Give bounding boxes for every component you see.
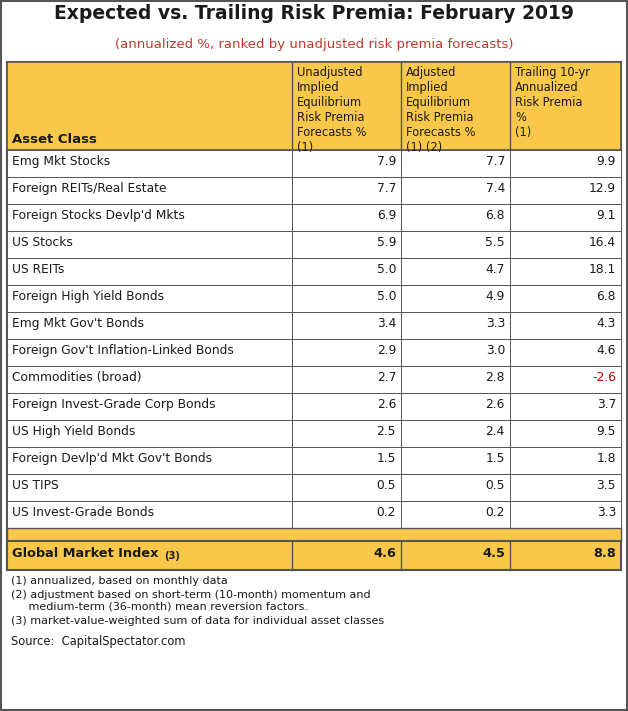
Text: Emg Mkt Gov't Bonds: Emg Mkt Gov't Bonds	[12, 317, 144, 330]
Text: 6.8: 6.8	[597, 290, 616, 303]
Bar	[7, 339, 621, 366]
Text: 12.9: 12.9	[589, 182, 616, 195]
Text: Foreign REITs/Real Estate: Foreign REITs/Real Estate	[12, 182, 166, 195]
Text: 2.9: 2.9	[377, 344, 396, 357]
Text: Expected vs. Trailing Risk Premia: February 2019: Expected vs. Trailing Risk Premia: Febru…	[54, 4, 574, 23]
Text: 0.2: 0.2	[377, 506, 396, 519]
Text: 7.7: 7.7	[485, 155, 505, 168]
Text: 3.0: 3.0	[485, 344, 505, 357]
Text: 6.9: 6.9	[377, 209, 396, 222]
Text: 2.5: 2.5	[377, 425, 396, 438]
Text: 9.5: 9.5	[597, 425, 616, 438]
Text: 2.6: 2.6	[485, 398, 505, 411]
Text: 7.4: 7.4	[485, 182, 505, 195]
Text: Foreign Gov't Inflation-Linked Bonds: Foreign Gov't Inflation-Linked Bonds	[12, 344, 234, 357]
Bar	[7, 541, 621, 570]
Text: Foreign High Yield Bonds: Foreign High Yield Bonds	[12, 290, 164, 303]
Text: 1.5: 1.5	[485, 452, 505, 465]
Text: 0.2: 0.2	[485, 506, 505, 519]
Text: 5.0: 5.0	[377, 290, 396, 303]
Text: 3.4: 3.4	[377, 317, 396, 330]
Text: 8.8: 8.8	[593, 547, 616, 560]
Text: 0.5: 0.5	[485, 479, 505, 492]
Text: 2.8: 2.8	[485, 371, 505, 384]
Text: US REITs: US REITs	[12, 263, 65, 276]
Text: 4.5: 4.5	[482, 547, 505, 560]
Text: 3.3: 3.3	[597, 506, 616, 519]
Text: (3) market-value-weighted sum of data for individual asset classes: (3) market-value-weighted sum of data fo…	[11, 616, 384, 626]
Text: 3.5: 3.5	[597, 479, 616, 492]
Bar	[7, 312, 621, 339]
Text: 3.7: 3.7	[597, 398, 616, 411]
Text: 4.7: 4.7	[485, 263, 505, 276]
Bar	[7, 62, 621, 150]
Text: 4.6: 4.6	[373, 547, 396, 560]
Text: 18.1: 18.1	[589, 263, 616, 276]
Text: 4.6: 4.6	[597, 344, 616, 357]
Text: 5.0: 5.0	[377, 263, 396, 276]
Text: US Stocks: US Stocks	[12, 236, 73, 249]
Bar	[7, 393, 621, 420]
Text: -2.6: -2.6	[592, 371, 616, 384]
Text: 5.5: 5.5	[485, 236, 505, 249]
Text: 0.5: 0.5	[377, 479, 396, 492]
Bar	[7, 258, 621, 285]
Text: US High Yield Bonds: US High Yield Bonds	[12, 425, 136, 438]
Text: Source:  CapitalSpectator.com: Source: CapitalSpectator.com	[11, 635, 185, 648]
Text: Foreign Stocks Devlp'd Mkts: Foreign Stocks Devlp'd Mkts	[12, 209, 185, 222]
Text: 7.9: 7.9	[377, 155, 396, 168]
Text: 9.9: 9.9	[597, 155, 616, 168]
Text: 9.1: 9.1	[597, 209, 616, 222]
Text: Asset Class: Asset Class	[12, 133, 97, 146]
Text: Commodities (broad): Commodities (broad)	[12, 371, 142, 384]
Bar	[7, 447, 621, 474]
Text: Foreign Invest-Grade Corp Bonds: Foreign Invest-Grade Corp Bonds	[12, 398, 215, 411]
Text: US TIPS: US TIPS	[12, 479, 58, 492]
Text: 4.3: 4.3	[597, 317, 616, 330]
Text: (1) annualized, based on monthly data: (1) annualized, based on monthly data	[11, 576, 228, 586]
Text: US Invest-Grade Bonds: US Invest-Grade Bonds	[12, 506, 154, 519]
Text: Emg Mkt Stocks: Emg Mkt Stocks	[12, 155, 111, 168]
Bar	[7, 474, 621, 501]
Bar	[7, 150, 621, 177]
Text: 3.3: 3.3	[485, 317, 505, 330]
Text: 2.7: 2.7	[377, 371, 396, 384]
Bar	[7, 501, 621, 528]
Text: 7.7: 7.7	[377, 182, 396, 195]
Text: 5.9: 5.9	[377, 236, 396, 249]
Text: 16.4: 16.4	[589, 236, 616, 249]
Bar	[7, 177, 621, 204]
Text: (2) adjustment based on short-term (10-month) momentum and
     medium-term (36-: (2) adjustment based on short-term (10-m…	[11, 589, 371, 611]
Text: 2.4: 2.4	[485, 425, 505, 438]
Bar	[7, 420, 621, 447]
Bar	[7, 528, 621, 541]
Text: (annualized %, ranked by unadjusted risk premia forecasts): (annualized %, ranked by unadjusted risk…	[115, 38, 513, 51]
Text: (3): (3)	[164, 551, 180, 561]
Text: 6.8: 6.8	[485, 209, 505, 222]
Text: Adjusted
Implied
Equilibrium
Risk Premia
Forecasts %
(1) (2): Adjusted Implied Equilibrium Risk Premia…	[406, 66, 475, 154]
Text: 1.5: 1.5	[377, 452, 396, 465]
Text: Foreign Devlp'd Mkt Gov't Bonds: Foreign Devlp'd Mkt Gov't Bonds	[12, 452, 212, 465]
Text: 2.6: 2.6	[377, 398, 396, 411]
Bar	[7, 366, 621, 393]
Bar	[7, 231, 621, 258]
Bar	[7, 285, 621, 312]
Text: Trailing 10-yr
Annualized
Risk Premia
%
(1): Trailing 10-yr Annualized Risk Premia % …	[515, 66, 590, 139]
Text: Global Market Index: Global Market Index	[12, 547, 158, 560]
Text: 1.8: 1.8	[597, 452, 616, 465]
Bar	[7, 204, 621, 231]
Bar	[7, 62, 621, 570]
Text: Unadjusted
Implied
Equilibrium
Risk Premia
Forecasts %
(1): Unadjusted Implied Equilibrium Risk Prem…	[297, 66, 367, 154]
Text: 4.9: 4.9	[485, 290, 505, 303]
